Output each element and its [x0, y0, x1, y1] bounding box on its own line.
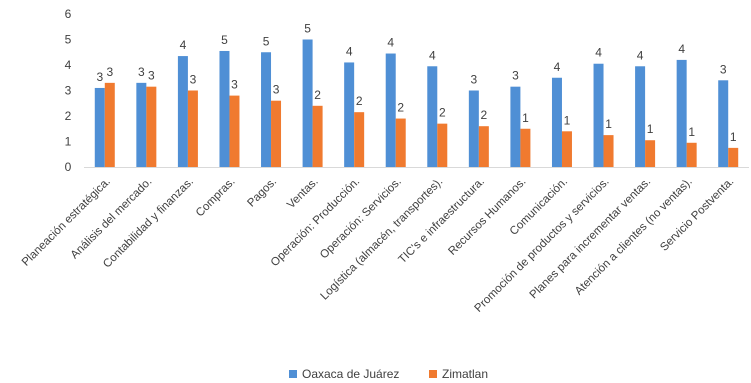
category-label: Pagos. [245, 176, 279, 210]
data-label-oaxaca: 3 [138, 65, 145, 79]
y-tick-label: 6 [65, 7, 72, 21]
y-tick-label: 4 [65, 58, 72, 72]
legend-swatch [289, 370, 297, 378]
bar-zimatlan [645, 140, 656, 167]
data-label-oaxaca: 5 [304, 22, 311, 36]
bar-zimatlan [104, 82, 115, 167]
y-tick-label: 3 [65, 84, 72, 98]
data-label-zimatlan: 2 [397, 101, 404, 115]
data-label-zimatlan: 3 [106, 65, 113, 79]
data-label-zimatlan: 1 [522, 111, 529, 125]
bar-zimatlan [561, 131, 572, 167]
bar-zimatlan [312, 105, 323, 167]
category-label: Recursos Humanos. [446, 176, 528, 258]
bar-oaxaca [718, 80, 729, 167]
data-label-zimatlan: 3 [190, 73, 197, 87]
y-axis: 0 1 2 3 4 5 6 [65, 7, 72, 174]
data-label-oaxaca: 4 [637, 48, 644, 62]
data-label-zimatlan: 3 [273, 83, 280, 97]
data-label-oaxaca: 4 [429, 48, 436, 62]
data-label-oaxaca: 4 [554, 60, 561, 74]
bar-oaxaca [427, 66, 438, 167]
category-label: Análisis del mercado. [69, 176, 155, 262]
legend-label: Oaxaca de Juárez [302, 367, 399, 381]
data-label-oaxaca: 3 [471, 73, 478, 87]
bar-zimatlan [395, 118, 406, 167]
bar-oaxaca [468, 90, 479, 167]
category-label: Servicio Postventa. [658, 176, 736, 254]
bar-oaxaca [177, 56, 188, 168]
bar-zimatlan [187, 90, 198, 167]
data-label-oaxaca: 3 [720, 62, 727, 76]
bar-zimatlan [354, 112, 365, 167]
data-label-zimatlan: 2 [356, 94, 363, 108]
bar-zimatlan [271, 100, 282, 167]
data-label-oaxaca: 5 [221, 33, 228, 47]
bar-oaxaca [344, 62, 355, 168]
legend: Oaxaca de Juárez Zimatlan [289, 367, 488, 381]
legend-swatch [429, 370, 437, 378]
bar-oaxaca [94, 87, 105, 167]
bar-zimatlan [437, 123, 448, 167]
bar-zimatlan [728, 147, 739, 167]
bar-oaxaca [261, 52, 272, 167]
bar-oaxaca [551, 77, 562, 167]
data-label-oaxaca: 4 [387, 36, 394, 50]
data-label-zimatlan: 1 [647, 122, 654, 136]
bar-oaxaca [302, 39, 313, 167]
data-label-oaxaca: 3 [96, 70, 103, 84]
legend-label: Zimatlan [442, 367, 488, 381]
data-label-zimatlan: 2 [439, 106, 446, 120]
y-tick-label: 5 [65, 33, 72, 47]
bar-oaxaca [385, 53, 396, 167]
data-label-zimatlan: 3 [231, 78, 238, 92]
bar-zimatlan [603, 135, 614, 167]
category-label: Operación: Servicios. [318, 176, 404, 262]
data-label-oaxaca: 4 [180, 38, 187, 52]
data-label-zimatlan: 1 [564, 113, 571, 127]
category-labels: Planeación estratégica.Análisis del merc… [20, 176, 736, 315]
data-label-zimatlan: 1 [605, 117, 612, 131]
bar-zimatlan [520, 128, 531, 167]
data-label-oaxaca: 4 [595, 46, 602, 60]
category-label: TIC's e infraestructura. [396, 176, 486, 266]
data-label-oaxaca: 5 [263, 34, 270, 48]
data-label-zimatlan: 2 [481, 108, 488, 122]
bar-oaxaca [593, 63, 604, 167]
data-label-oaxaca: 4 [346, 44, 353, 58]
y-tick-label: 0 [65, 160, 72, 174]
data-label-zimatlan: 2 [314, 88, 321, 102]
data-label-oaxaca: 3 [512, 69, 519, 83]
bar-zimatlan [146, 86, 157, 167]
bar-oaxaca [676, 59, 687, 167]
y-tick-label: 2 [65, 109, 72, 123]
data-label-zimatlan: 3 [148, 69, 155, 83]
data-label-zimatlan: 1 [688, 125, 695, 139]
bars [94, 39, 739, 168]
bar-zimatlan [478, 126, 489, 167]
data-label-oaxaca: 4 [678, 42, 685, 56]
bar-zimatlan [686, 142, 697, 167]
category-label: Compras. [194, 176, 238, 220]
data-label-zimatlan: 1 [730, 130, 737, 144]
bar-oaxaca [635, 66, 646, 167]
bar-oaxaca [219, 50, 230, 167]
bar-oaxaca [510, 86, 521, 167]
category-label: Ventas. [285, 176, 321, 212]
bar-oaxaca [136, 82, 147, 167]
y-tick-label: 1 [65, 135, 72, 149]
bar-zimatlan [229, 95, 240, 167]
